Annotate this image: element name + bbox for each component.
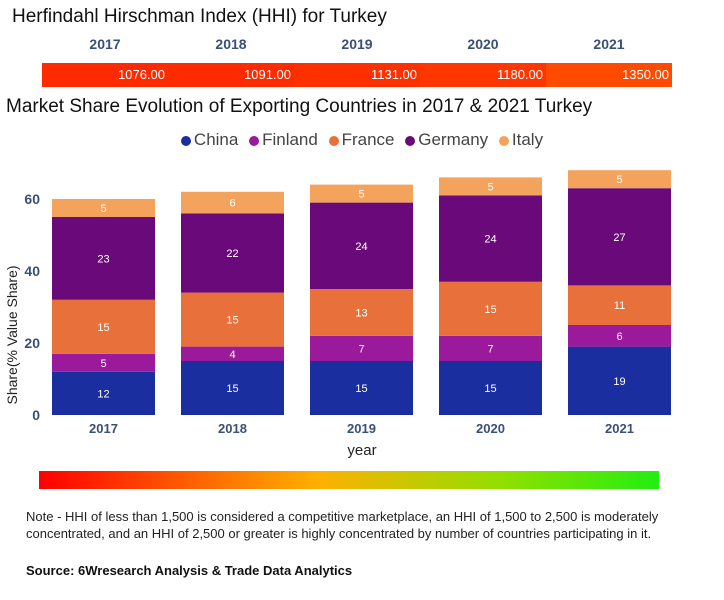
bar-segment-finland xyxy=(310,335,413,361)
legend-item-italy: Italy xyxy=(498,130,544,150)
hhi-value-cell: 1076.00 xyxy=(42,63,168,87)
data-label: 5 xyxy=(487,181,493,193)
data-label: 7 xyxy=(487,343,493,355)
bar-segment-finland xyxy=(439,335,542,361)
legend-item-china: China xyxy=(180,130,239,150)
source-text: Source: 6Wresearch Analysis & Trade Data… xyxy=(26,563,353,578)
data-label: 23 xyxy=(97,253,109,265)
data-label: 15 xyxy=(97,322,109,334)
bar-segment-germany xyxy=(568,188,671,286)
data-label: 24 xyxy=(484,234,496,246)
bar-segment-finland xyxy=(52,353,155,372)
bar-segment-germany xyxy=(439,195,542,282)
legend-label: Germany xyxy=(418,130,489,149)
x-tick-label: 2020 xyxy=(476,421,505,436)
data-label: 5 xyxy=(616,174,622,186)
hhi-value-cell: 1350.00 xyxy=(546,63,672,87)
legend-label: France xyxy=(341,130,395,149)
bar-segment-china xyxy=(310,361,413,415)
legend-item-france: France xyxy=(328,130,395,150)
bar-segment-france xyxy=(52,299,155,354)
x-axis-label: year xyxy=(347,442,376,459)
data-label: 12 xyxy=(97,388,109,400)
data-label: 11 xyxy=(614,300,625,312)
data-label: 4 xyxy=(229,349,235,361)
legend-item-germany: Germany xyxy=(405,130,488,150)
hhi-year-label: 2021 xyxy=(593,36,625,52)
data-label: 5 xyxy=(100,358,106,370)
x-tick-label: 2018 xyxy=(218,421,247,436)
hhi-title: Herfindahl Hirschman Index (HHI) for Tur… xyxy=(12,6,387,27)
x-tick-label: 2017 xyxy=(89,421,118,436)
legend-item-finland: Finland xyxy=(249,130,318,150)
bar-segment-france xyxy=(568,285,671,325)
data-label: 19 xyxy=(613,376,625,388)
bar-segment-finland xyxy=(568,325,671,347)
x-tick-label: 2021 xyxy=(605,421,634,436)
data-label: 6 xyxy=(229,198,235,210)
legend-dot-icon xyxy=(498,135,509,146)
data-label: 15 xyxy=(484,304,496,316)
data-label: 22 xyxy=(226,248,238,260)
y-tick-label: 40 xyxy=(24,263,40,279)
data-label: 7 xyxy=(358,343,364,355)
bar-segment-france xyxy=(310,289,413,336)
hhi-years-row: 2017 2018 2019 2020 2021 xyxy=(42,36,672,54)
hhi-year-label: 2017 xyxy=(89,36,121,52)
data-label: 15 xyxy=(484,383,496,395)
data-label: 15 xyxy=(226,315,238,327)
chart-legend: China Finland France Germany Italy xyxy=(0,130,724,150)
bar-segment-germany xyxy=(181,213,284,293)
stacked-bar-chart: 0 20 40 60 Share(% Value Share) 12 5 15 23 5 2017 1… xyxy=(4,170,671,459)
hhi-year-label: 2018 xyxy=(215,36,247,52)
bar-segment-finland xyxy=(181,346,284,361)
y-axis-label: Share(% Value Share) xyxy=(4,265,20,404)
legend-dot-icon xyxy=(405,135,416,146)
x-tick-label: 2019 xyxy=(347,421,376,436)
bar-segment-germany xyxy=(52,217,155,300)
hhi-value-bar: 1076.00 1091.00 1131.00 1180.00 1350.00 xyxy=(42,63,672,87)
y-tick-label: 0 xyxy=(32,407,40,423)
data-label: 13 xyxy=(355,307,367,319)
bar-segment-china xyxy=(568,346,671,415)
bar-segment-france xyxy=(439,281,542,336)
data-label: 24 xyxy=(355,241,367,253)
data-label: 6 xyxy=(616,331,622,343)
legend-dot-icon xyxy=(180,135,191,146)
data-label: 27 xyxy=(613,232,625,244)
hhi-note: Note - HHI of less than 1,500 is conside… xyxy=(26,509,659,541)
y-tick-label: 20 xyxy=(24,335,40,351)
data-label: 5 xyxy=(358,189,364,201)
hhi-value-cell: 1180.00 xyxy=(420,63,546,87)
legend-label: Finland xyxy=(262,130,318,149)
bar-segment-italy xyxy=(181,191,284,214)
chart-title: Market Share Evolution of Exporting Coun… xyxy=(6,96,593,117)
hhi-year-label: 2019 xyxy=(341,36,373,52)
hhi-year-label: 2020 xyxy=(467,36,499,52)
bar-segment-italy xyxy=(439,177,542,196)
bar-segment-italy xyxy=(52,199,155,217)
bar-segment-china xyxy=(52,371,155,415)
bar-segment-germany xyxy=(310,202,413,289)
bar-segment-italy xyxy=(568,170,671,189)
hhi-value-cell: 1131.00 xyxy=(294,63,420,87)
hhi-value-cell: 1091.00 xyxy=(168,63,294,87)
legend-label: China xyxy=(193,130,239,149)
hhi-gradient-scale xyxy=(39,471,659,489)
bar-segment-china xyxy=(181,361,284,415)
bar-segment-france xyxy=(181,292,284,347)
y-tick-label: 60 xyxy=(24,191,40,207)
bar-segment-china xyxy=(439,361,542,415)
legend-label: Italy xyxy=(511,130,544,149)
data-label: 5 xyxy=(100,203,106,215)
data-label: 15 xyxy=(355,383,367,395)
bar-segment-italy xyxy=(310,184,413,203)
data-label: 15 xyxy=(226,383,238,395)
legend-dot-icon xyxy=(249,135,260,146)
legend-dot-icon xyxy=(328,135,339,146)
